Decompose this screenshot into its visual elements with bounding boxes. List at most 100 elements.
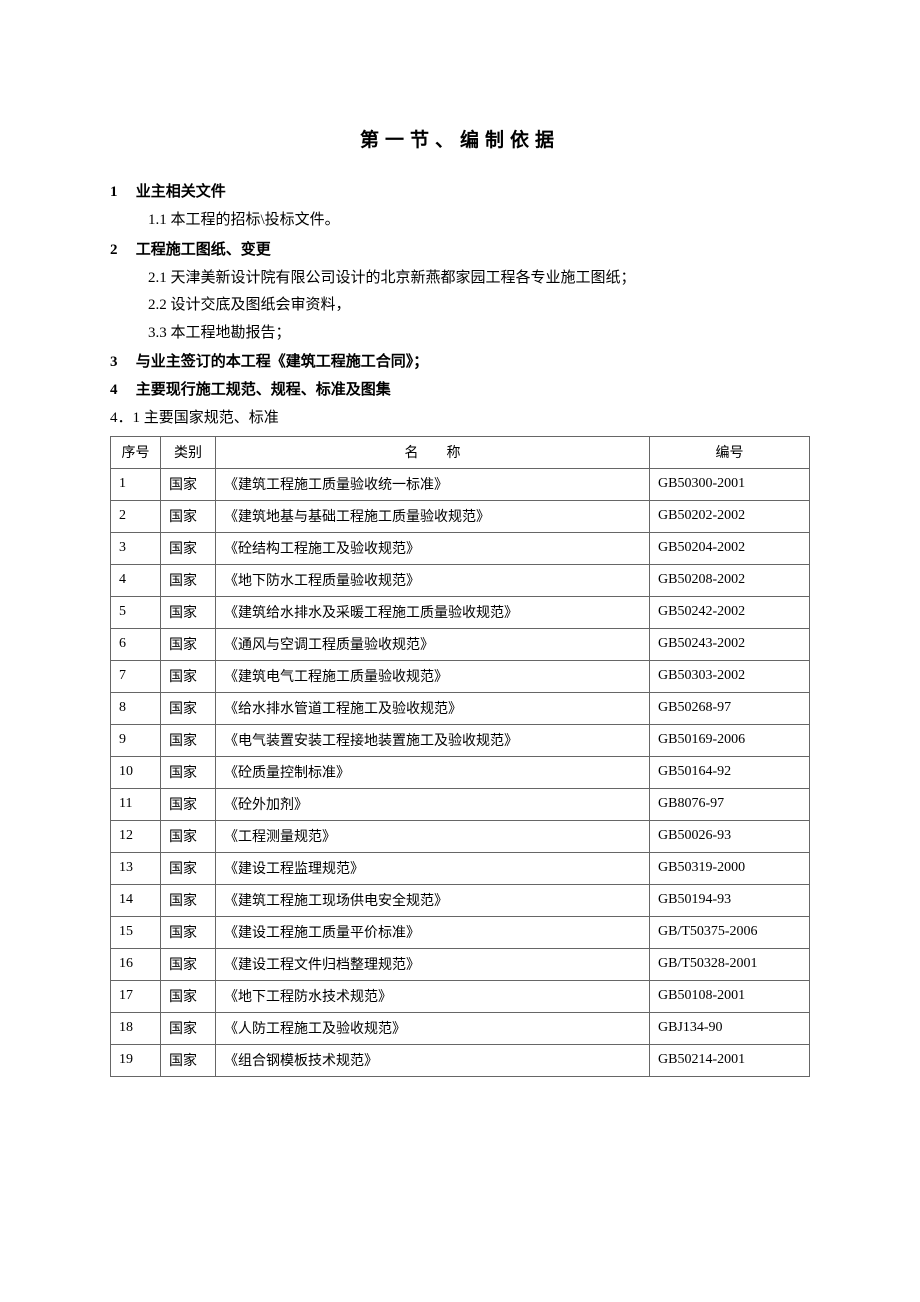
cell-cat: 国家 — [161, 532, 216, 564]
cell-code: GB50026-93 — [650, 820, 810, 852]
col-header-name-c2: 称 — [447, 446, 461, 461]
cell-name: 《通风与空调工程质量验收规范》 — [216, 628, 650, 660]
cell-code: GB50194-93 — [650, 884, 810, 916]
cell-code: GB50208-2002 — [650, 564, 810, 596]
cell-name: 《建设工程监理规范》 — [216, 852, 650, 884]
line-2-3: 3.3 本工程地勘报告； — [148, 321, 810, 347]
cell-code: GB50108-2001 — [650, 980, 810, 1012]
heading-2-text: 工程施工图纸、变更 — [136, 242, 271, 258]
cell-code: GB50214-2001 — [650, 1044, 810, 1076]
cell-seq: 17 — [111, 980, 161, 1012]
cell-code: GB50243-2002 — [650, 628, 810, 660]
cell-code: GB50242-2002 — [650, 596, 810, 628]
cell-cat: 国家 — [161, 596, 216, 628]
cell-name: 《建设工程文件归档整理规范》 — [216, 948, 650, 980]
col-header-code: 编号 — [650, 436, 810, 468]
standards-table: 序号 类别 名 称 编号 1国家《建筑工程施工质量验收统一标准》GB50300-… — [110, 436, 810, 1077]
col-header-cat: 类别 — [161, 436, 216, 468]
table-row: 18国家《人防工程施工及验收规范》GBJ134-90 — [111, 1012, 810, 1044]
cell-seq: 18 — [111, 1012, 161, 1044]
heading-4-text: 主要现行施工规范、规程、标准及图集 — [136, 382, 391, 398]
table-row: 8国家《给水排水管道工程施工及验收规范》GB50268-97 — [111, 692, 810, 724]
cell-name: 《人防工程施工及验收规范》 — [216, 1012, 650, 1044]
cell-cat: 国家 — [161, 948, 216, 980]
heading-1: 1 业主相关文件 — [110, 180, 810, 204]
section-title: 第一节、编制依据 — [110, 125, 810, 152]
table-body: 1国家《建筑工程施工质量验收统一标准》GB50300-20012国家《建筑地基与… — [111, 468, 810, 1076]
cell-cat: 国家 — [161, 564, 216, 596]
table-row: 15国家《建设工程施工质量平价标准》GB/T50375-2006 — [111, 916, 810, 948]
cell-name: 《砼外加剂》 — [216, 788, 650, 820]
cell-code: GB50169-2006 — [650, 724, 810, 756]
line-1-1: 1.1 本工程的招标\投标文件。 — [148, 208, 810, 234]
heading-4: 4 主要现行施工规范、规程、标准及图集 — [110, 378, 810, 402]
cell-name: 《建筑工程施工质量验收统一标准》 — [216, 468, 650, 500]
cell-code: GB50268-97 — [650, 692, 810, 724]
cell-name: 《电气装置安装工程接地装置施工及验收规范》 — [216, 724, 650, 756]
heading-2: 2 工程施工图纸、变更 — [110, 238, 810, 262]
cell-cat: 国家 — [161, 884, 216, 916]
cell-name: 《组合钢模板技术规范》 — [216, 1044, 650, 1076]
cell-cat: 国家 — [161, 980, 216, 1012]
heading-3-num: 3 — [110, 350, 132, 374]
table-row: 2国家《建筑地基与基础工程施工质量验收规范》GB50202-2002 — [111, 500, 810, 532]
cell-seq: 8 — [111, 692, 161, 724]
cell-name: 《建设工程施工质量平价标准》 — [216, 916, 650, 948]
cell-seq: 5 — [111, 596, 161, 628]
cell-seq: 1 — [111, 468, 161, 500]
cell-cat: 国家 — [161, 852, 216, 884]
heading-4-num: 4 — [110, 378, 132, 402]
cell-name: 《建筑地基与基础工程施工质量验收规范》 — [216, 500, 650, 532]
cell-cat: 国家 — [161, 724, 216, 756]
table-row: 17国家《地下工程防水技术规范》GB50108-2001 — [111, 980, 810, 1012]
table-row: 7国家《建筑电气工程施工质量验收规范》GB50303-2002 — [111, 660, 810, 692]
cell-seq: 16 — [111, 948, 161, 980]
cell-cat: 国家 — [161, 500, 216, 532]
cell-cat: 国家 — [161, 628, 216, 660]
cell-code: GB8076-97 — [650, 788, 810, 820]
cell-code: GB50202-2002 — [650, 500, 810, 532]
table-row: 9国家《电气装置安装工程接地装置施工及验收规范》GB50169-2006 — [111, 724, 810, 756]
cell-name: 《砼质量控制标准》 — [216, 756, 650, 788]
cell-name: 《建筑工程施工现场供电安全规范》 — [216, 884, 650, 916]
cell-seq: 6 — [111, 628, 161, 660]
cell-name: 《地下工程防水技术规范》 — [216, 980, 650, 1012]
cell-code: GB50300-2001 — [650, 468, 810, 500]
cell-seq: 10 — [111, 756, 161, 788]
table-row: 16国家《建设工程文件归档整理规范》GB/T50328-2001 — [111, 948, 810, 980]
cell-cat: 国家 — [161, 468, 216, 500]
cell-seq: 19 — [111, 1044, 161, 1076]
heading-3: 3 与业主签订的本工程《建筑工程施工合同》； — [110, 350, 810, 374]
line-4-1: 4．1 主要国家规范、标准 — [110, 406, 810, 432]
table-row: 6国家《通风与空调工程质量验收规范》GB50243-2002 — [111, 628, 810, 660]
table-row: 1国家《建筑工程施工质量验收统一标准》GB50300-2001 — [111, 468, 810, 500]
table-row: 12国家《工程测量规范》GB50026-93 — [111, 820, 810, 852]
cell-code: GB50319-2000 — [650, 852, 810, 884]
cell-seq: 3 — [111, 532, 161, 564]
table-row: 14国家《建筑工程施工现场供电安全规范》GB50194-93 — [111, 884, 810, 916]
cell-name: 《砼结构工程施工及验收规范》 — [216, 532, 650, 564]
heading-1-text: 业主相关文件 — [136, 184, 226, 200]
cell-cat: 国家 — [161, 820, 216, 852]
cell-code: GB50303-2002 — [650, 660, 810, 692]
cell-cat: 国家 — [161, 756, 216, 788]
col-header-seq: 序号 — [111, 436, 161, 468]
cell-name: 《给水排水管道工程施工及验收规范》 — [216, 692, 650, 724]
cell-seq: 9 — [111, 724, 161, 756]
cell-seq: 12 — [111, 820, 161, 852]
cell-name: 《地下防水工程质量验收规范》 — [216, 564, 650, 596]
col-header-name-c1: 名 — [405, 446, 419, 461]
cell-seq: 14 — [111, 884, 161, 916]
col-header-name: 名 称 — [216, 436, 650, 468]
heading-1-num: 1 — [110, 180, 132, 204]
cell-name: 《建筑电气工程施工质量验收规范》 — [216, 660, 650, 692]
cell-code: GB50204-2002 — [650, 532, 810, 564]
cell-cat: 国家 — [161, 692, 216, 724]
cell-seq: 4 — [111, 564, 161, 596]
table-header-row: 序号 类别 名 称 编号 — [111, 436, 810, 468]
cell-name: 《工程测量规范》 — [216, 820, 650, 852]
cell-code: GB/T50375-2006 — [650, 916, 810, 948]
cell-cat: 国家 — [161, 660, 216, 692]
table-row: 19国家《组合钢模板技术规范》GB50214-2001 — [111, 1044, 810, 1076]
heading-3-text: 与业主签订的本工程《建筑工程施工合同》； — [136, 354, 429, 370]
